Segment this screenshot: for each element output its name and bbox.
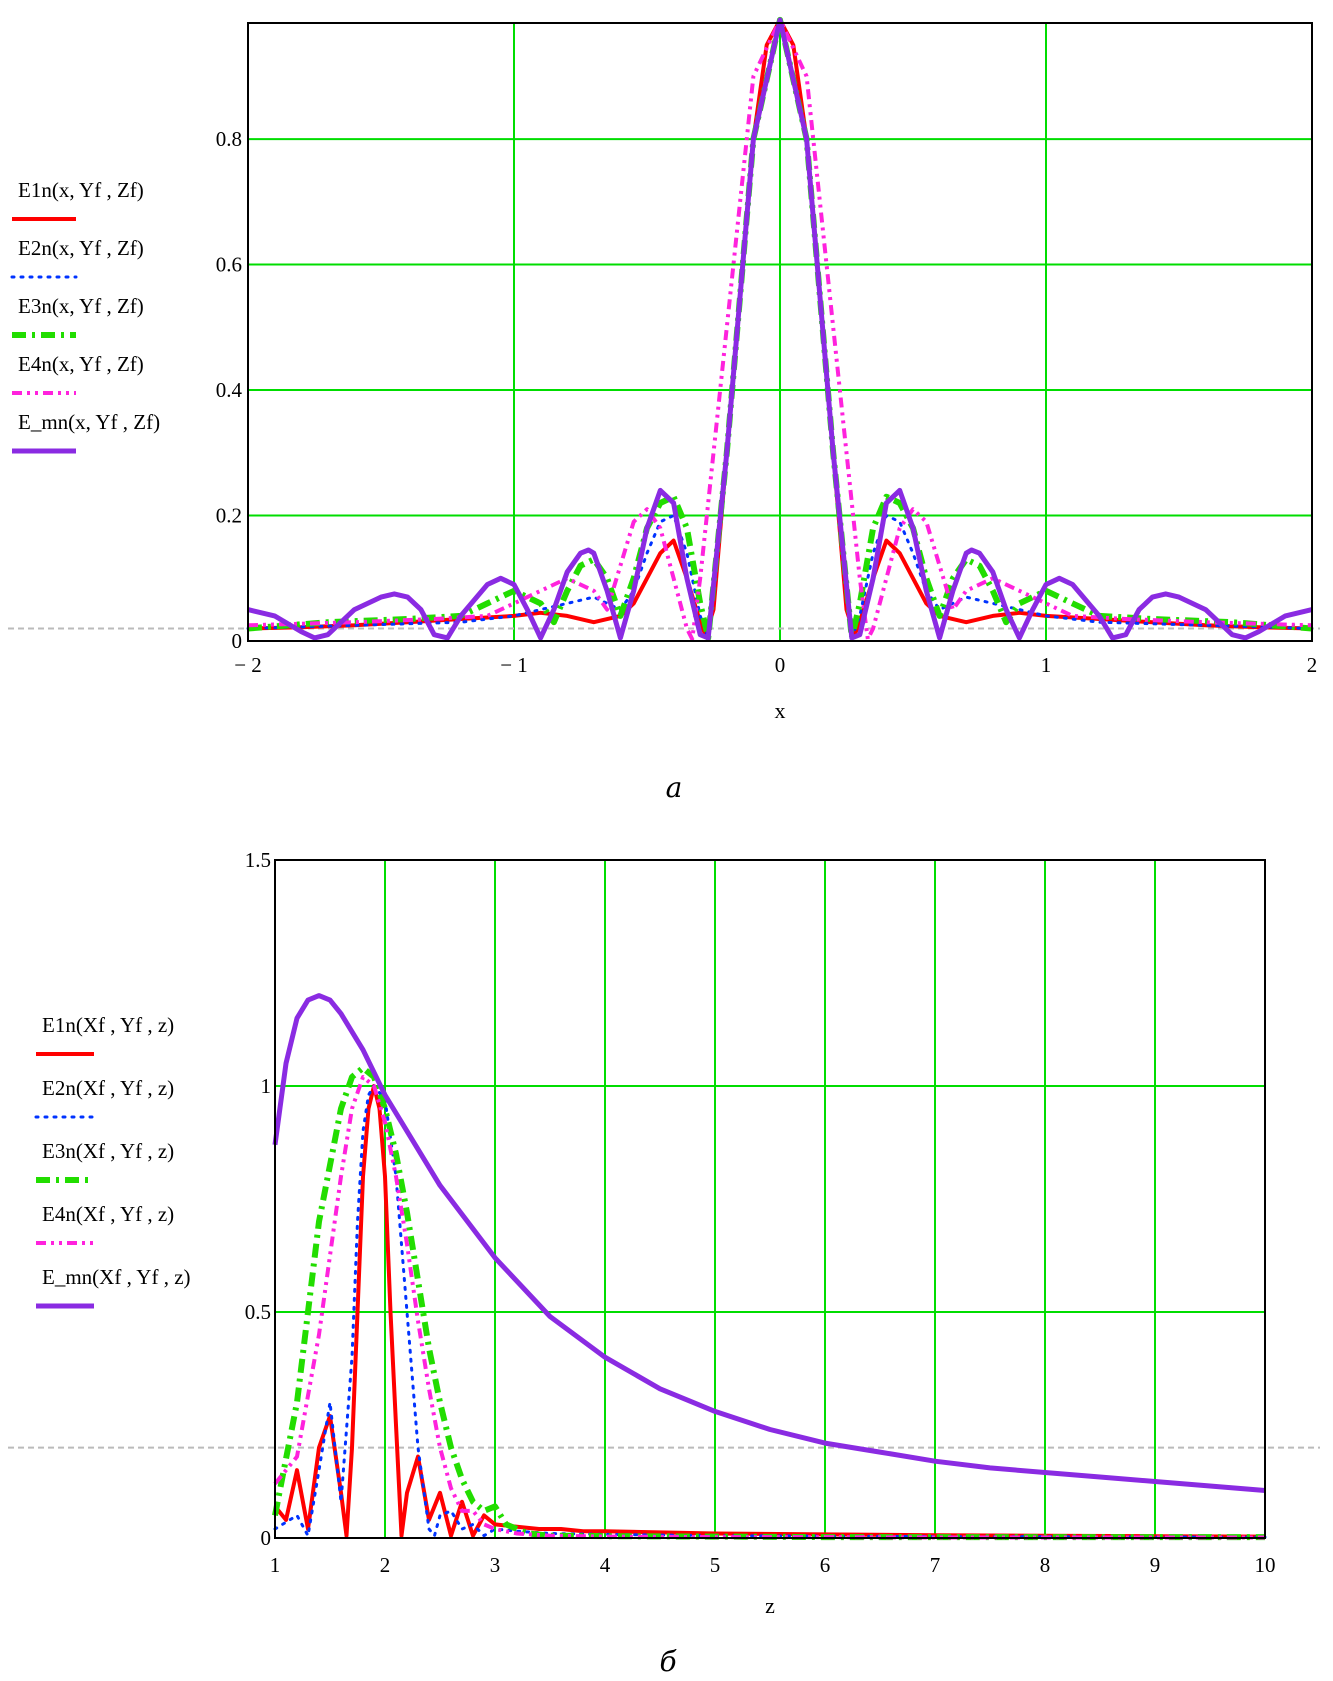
series-line-1	[273, 1084, 1266, 1539]
chart-1: − 2 − 1 0 1 2 0 0.2 0.4 0.6 0.8 x E1n(x, Yf , Zf) E2…	[8, 16, 1320, 804]
legend: E1n(Xf , Yf , z) E2n(Xf , Yf , z) E3n(Xf ,…	[34, 1013, 191, 1309]
x-tick-label: 2	[1307, 653, 1318, 677]
x-tick-label: 10	[1255, 1553, 1276, 1577]
y-tick-label: 0.8	[216, 127, 242, 151]
y-tick-label: 0.2	[216, 504, 242, 528]
x-tick-label: 4	[600, 1553, 611, 1577]
y-tick-label: 1.5	[245, 848, 271, 872]
x-axis-label: x	[775, 698, 786, 723]
figure-caption: а	[666, 771, 683, 804]
y-tick-label: 0	[261, 1526, 272, 1550]
chart-2: 1 2 3 4 5 6 7 8 9 10 0 0.5 1 1.5 z E1n(Xf , Yf , z) E2n(…	[8, 848, 1320, 1678]
x-tick-label: 2	[380, 1553, 391, 1577]
x-tick-label: 0	[775, 653, 786, 677]
legend-label: E1n(x, Yf , Zf)	[18, 178, 144, 202]
series-line-2	[246, 18, 1314, 640]
x-tick-label: − 1	[500, 653, 528, 677]
series-line-3	[272, 1064, 1265, 1541]
legend-label: E4n(x, Yf , Zf)	[18, 352, 144, 376]
series-line-4	[273, 1075, 1265, 1540]
legend-label: E2n(x, Yf , Zf)	[18, 236, 144, 260]
y-tick-label: 0.6	[216, 253, 242, 277]
x-tick-label: 3	[490, 1553, 501, 1577]
series-line-5	[247, 17, 1313, 641]
plot-frame	[274, 859, 1266, 1539]
y-tick-label: 0.4	[216, 378, 243, 402]
plot-frame	[247, 22, 1313, 642]
legend-label: E3n(x, Yf , Zf)	[18, 294, 144, 318]
x-tick-label: − 2	[234, 653, 262, 677]
x-tick-label: 1	[1041, 653, 1052, 677]
legend-label: E_mn(Xf , Yf , z)	[42, 1265, 191, 1289]
x-tick-label: 6	[820, 1553, 831, 1577]
legend-label: E3n(Xf , Yf , z)	[42, 1139, 174, 1163]
x-tick-label: 5	[710, 1553, 721, 1577]
series-line-5	[272, 993, 1266, 1493]
y-tick-label: 0.5	[245, 1300, 271, 1324]
legend-label: E1n(Xf , Yf , z)	[42, 1013, 174, 1037]
y-tick-label: 0	[232, 629, 243, 653]
legend-label: E4n(Xf , Yf , z)	[42, 1202, 174, 1226]
x-tick-label: 8	[1040, 1553, 1051, 1577]
legend: E1n(x, Yf , Zf) E2n(x, Yf , Zf) E3n(x, Yf …	[10, 178, 160, 454]
x-tick-label: 9	[1150, 1553, 1161, 1577]
x-tick-label: 1	[270, 1553, 281, 1577]
legend-label: E_mn(x, Yf , Zf)	[18, 410, 160, 434]
figure-caption: б	[659, 1645, 677, 1678]
x-axis-label: z	[765, 1593, 775, 1618]
x-tick-label: 7	[930, 1553, 941, 1577]
y-tick-label: 1	[261, 1074, 272, 1098]
legend-label: E2n(Xf , Yf , z)	[42, 1076, 174, 1100]
